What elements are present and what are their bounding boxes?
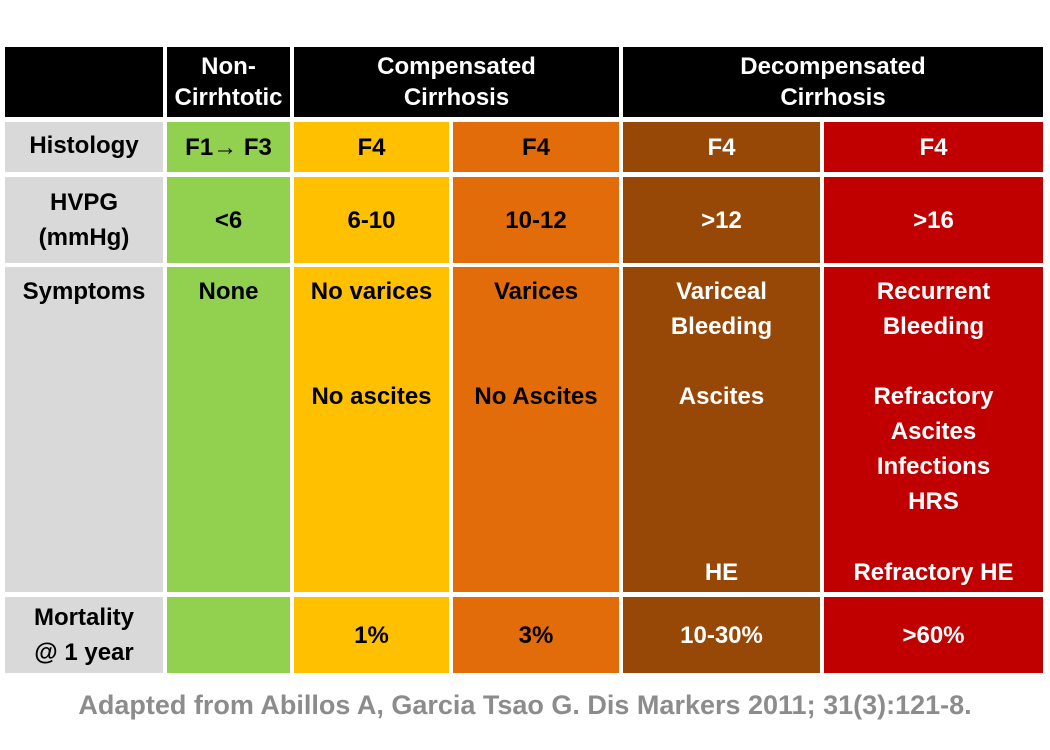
row-label-hvpg-line-2: (mmHg) xyxy=(38,224,130,251)
header-decompensated: Decompensated Cirrhosis xyxy=(623,47,1043,117)
header-compensated-line-2: Cirrhosis xyxy=(403,84,510,111)
symptom-item: Refractory HE xyxy=(853,559,1014,586)
symptoms-non-cirrhotic: None xyxy=(167,267,290,592)
symptom-item: Ascites xyxy=(678,383,765,410)
mortality-value: 3% xyxy=(518,621,554,649)
symptom-item: Recurrent xyxy=(876,278,991,305)
row-label-mortality: Mortality @ 1 year xyxy=(5,597,163,673)
header-decompensated-line-2: Cirrhosis xyxy=(780,84,886,111)
hvpg-compensated-2: 10-12 xyxy=(453,177,619,263)
row-label-symptoms: Symptoms xyxy=(5,267,163,592)
symptom-item: Varices xyxy=(493,278,579,305)
mortality-compensated-1: 1% xyxy=(294,597,449,673)
row-label-hvpg-line-1: HVPG xyxy=(49,189,118,216)
hvpg-value: 6-10 xyxy=(347,206,396,234)
citation-footer: Adapted from Abillos A, Garcia Tsao G. D… xyxy=(78,690,972,720)
symptom-item: Refractory xyxy=(873,383,994,410)
header-non-cirrhotic-line-1: Non- xyxy=(201,53,256,80)
header-decompensated-line-1: Decompensated xyxy=(740,53,926,80)
hvpg-non-cirrhotic: <6 xyxy=(167,177,290,263)
hvpg-compensated-1: 6-10 xyxy=(294,177,449,263)
mortality-decompensated-1: 10-30% xyxy=(623,597,820,673)
symptom-item: HRS xyxy=(908,488,959,515)
mortality-non-cirrhotic xyxy=(167,597,290,673)
histology-compensated-2: F4 xyxy=(453,122,619,172)
row-label-histology-text: Histology xyxy=(29,132,139,159)
mortality-value: 10-30% xyxy=(680,621,763,649)
hvpg-value: <6 xyxy=(214,206,243,234)
histology-value: F1→ F3 xyxy=(185,133,272,161)
symptom-item: Variceal xyxy=(676,278,767,305)
header-non-cirrhotic-line-2: Cirrhtotic xyxy=(174,84,283,111)
mortality-value: 1% xyxy=(354,621,389,649)
symptoms-compensated-1: No varices No ascites xyxy=(294,267,449,592)
hvpg-value: 10-12 xyxy=(505,206,567,234)
symptom-item: Bleeding xyxy=(670,313,773,340)
symptom-item: Infections xyxy=(876,453,991,480)
header-compensated-line-1: Compensated xyxy=(377,53,536,80)
symptoms-decompensated-1: Variceal Bleeding Ascites HE xyxy=(623,267,820,592)
histology-value: F4 xyxy=(707,133,736,161)
symptom-item: None xyxy=(198,278,259,305)
symptom-item: Bleeding xyxy=(882,313,985,340)
hvpg-value: >16 xyxy=(913,206,954,234)
mortality-compensated-2: 3% xyxy=(453,597,619,673)
histology-decompensated-2: F4 xyxy=(824,122,1043,172)
symptom-item: No Ascites xyxy=(474,383,598,410)
histology-value: F4 xyxy=(919,133,948,161)
symptom-item: No varices xyxy=(310,278,433,305)
row-label-symptoms-text: Symptoms xyxy=(22,278,146,305)
symptom-item: HE xyxy=(704,559,739,586)
header-non-cirrhotic: Non- Cirrhtotic xyxy=(167,47,290,117)
histology-value: F4 xyxy=(357,133,386,161)
hvpg-decompensated-2: >16 xyxy=(824,177,1043,263)
symptom-item: No ascites xyxy=(311,383,432,410)
mortality-value: >60% xyxy=(902,621,965,649)
header-corner xyxy=(5,47,163,117)
hvpg-value: >12 xyxy=(701,206,742,234)
histology-value: F4 xyxy=(521,133,550,161)
row-label-histology: Histology xyxy=(5,122,163,172)
row-label-mortality-line-2: @ 1 year xyxy=(34,639,134,666)
histology-compensated-1: F4 xyxy=(294,122,449,172)
histology-non-cirrhotic: F1→ F3 xyxy=(167,122,290,172)
mortality-decompensated-2: >60% xyxy=(824,597,1043,673)
histology-decompensated-1: F4 xyxy=(623,122,820,172)
row-label-mortality-line-1: Mortality xyxy=(33,604,134,631)
symptoms-compensated-2: Varices No Ascites xyxy=(453,267,619,592)
header-compensated: Compensated Cirrhosis xyxy=(294,47,619,117)
symptoms-decompensated-2: Recurrent Bleeding Refractory Ascites In… xyxy=(824,267,1043,592)
row-label-hvpg: HVPG (mmHg) xyxy=(5,177,163,263)
hvpg-decompensated-1: >12 xyxy=(623,177,820,263)
symptom-item: Ascites xyxy=(890,418,977,445)
